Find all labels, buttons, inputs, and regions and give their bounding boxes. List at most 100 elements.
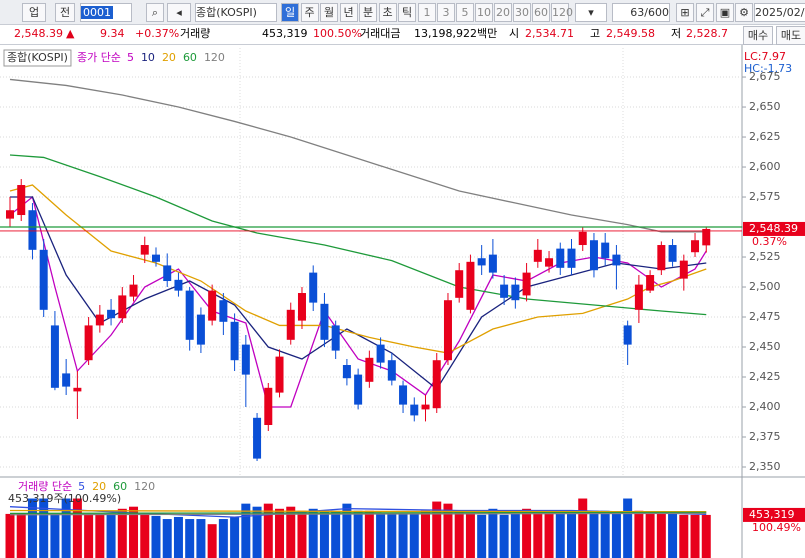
interval-button[interactable]: 5 [456, 3, 474, 22]
candle-body [107, 309, 116, 319]
candle-body [62, 373, 71, 387]
volume-bar [263, 503, 273, 558]
legend-entry: 60 [183, 51, 197, 64]
interval-button[interactable]: 30 [513, 3, 531, 22]
legend-entry: 5 [78, 480, 85, 493]
period-button[interactable]: 주 [300, 3, 319, 22]
volume-bar [84, 513, 94, 558]
candle-body [500, 284, 509, 298]
market-select[interactable]: 업 [22, 3, 46, 22]
count-box: 63/600 [612, 3, 670, 22]
volume-bar [106, 513, 116, 558]
volume-bar [645, 512, 655, 558]
volume-bar [477, 514, 487, 558]
open: 2,534.71 [525, 27, 574, 40]
candle-body [230, 321, 239, 361]
interval-button[interactable]: 60 [532, 3, 550, 22]
arrow: ▲ [66, 27, 75, 40]
volume-bar [331, 510, 341, 558]
volume-bar [140, 513, 150, 558]
interval-button[interactable]: 20 [494, 3, 512, 22]
search-button[interactable]: ⌕ [146, 3, 164, 22]
type-select[interactable]: 전 [55, 3, 75, 22]
volume-bar [95, 513, 105, 558]
code-input[interactable]: 0001 [80, 3, 132, 22]
candle-body [443, 300, 452, 361]
y-tick-label: 2,525 [749, 250, 781, 263]
volume-bar [443, 503, 453, 558]
price: 2,548.39 [14, 27, 63, 40]
volume-bar [421, 510, 431, 558]
open-label: 시 [509, 27, 520, 40]
sound-button[interactable]: ◂ [167, 3, 191, 22]
ma-line [9, 509, 707, 513]
buy-button[interactable]: 매수 [743, 26, 773, 45]
ma-line [9, 154, 707, 316]
settings-button[interactable]: ⚙ [735, 3, 753, 22]
volume-badge [743, 507, 805, 522]
legend-entry: 60 [113, 480, 127, 493]
ma-line [9, 78, 707, 233]
low: 2,528.7 [686, 27, 728, 40]
tool-button[interactable]: ⊞ [676, 3, 694, 22]
volume-bar [600, 510, 610, 558]
sell-button[interactable]: 매도 [776, 26, 805, 45]
candle-body [50, 325, 59, 388]
interval-button[interactable]: 3 [437, 3, 455, 22]
candle-body [129, 284, 138, 297]
interval-dropdown[interactable]: ▾ [575, 3, 607, 22]
period-button[interactable]: 년 [339, 3, 358, 22]
volume-bar [488, 508, 498, 558]
volume-ratio: 100.50% [313, 27, 362, 40]
date-box: 2025/02/ [754, 3, 805, 22]
volume-bar [27, 498, 37, 558]
volume-bar [162, 519, 172, 558]
candle-body [17, 185, 26, 216]
period-button[interactable]: 틱 [398, 3, 416, 22]
candle-body [331, 325, 340, 351]
y-tick-label: 2,600 [749, 160, 781, 173]
tool-button[interactable]: ⤢ [696, 3, 714, 22]
candle-body [309, 272, 318, 303]
change-pct: +0.37% [135, 27, 180, 40]
interval-button[interactable]: 120 [551, 3, 573, 22]
candle-body [196, 314, 205, 345]
hc-label: HC:-1.73 [744, 62, 792, 75]
y-tick-label: 2,475 [749, 310, 781, 323]
volume-bar [611, 513, 621, 558]
volume-bar [522, 508, 532, 558]
legend-entry: 120 [134, 480, 155, 493]
candle-body [567, 248, 576, 268]
amount: 13,198,922백만 [414, 27, 498, 40]
chart: 2,350 2,375 2,400 2,425 2,450 2,475 2,500 2,525… [0, 45, 805, 558]
candle-body [28, 210, 37, 250]
volume-bar [61, 498, 71, 558]
volume-bar [555, 513, 565, 558]
volume-bar [117, 508, 127, 558]
period-button[interactable]: 일 [281, 3, 299, 22]
volume-bar [252, 506, 262, 558]
period-button[interactable]: 월 [320, 3, 338, 22]
high: 2,549.58 [606, 27, 655, 40]
candle-body [421, 404, 430, 410]
period-button[interactable]: 분 [359, 3, 377, 22]
candle-body [556, 248, 565, 268]
candle-body [163, 265, 172, 282]
volume-bar [353, 510, 363, 558]
name-box: 종합(KOSPI) [195, 3, 277, 22]
volume-bar [275, 508, 285, 558]
save-button[interactable]: ▣ [716, 3, 734, 22]
period-button[interactable]: 초 [378, 3, 397, 22]
last-price-badge [743, 221, 805, 236]
volume-bar [567, 511, 576, 558]
volume-bar [297, 510, 307, 558]
code: 0001 [81, 6, 113, 19]
volume-bar [690, 514, 700, 558]
volume-bar [656, 513, 666, 558]
volume-bar [50, 513, 60, 558]
high-label: 고 [590, 27, 601, 40]
interval-button[interactable]: 10 [475, 3, 493, 22]
interval-button[interactable]: 1 [418, 3, 436, 22]
candle-body [702, 228, 711, 246]
candle-body [219, 300, 228, 322]
